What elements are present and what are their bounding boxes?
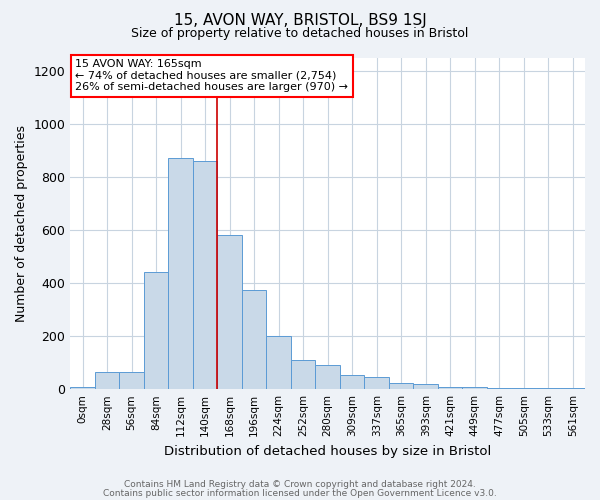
Text: Size of property relative to detached houses in Bristol: Size of property relative to detached ho…	[131, 28, 469, 40]
Y-axis label: Number of detached properties: Number of detached properties	[15, 125, 28, 322]
Bar	[144, 272, 169, 389]
X-axis label: Distribution of detached houses by size in Bristol: Distribution of detached houses by size …	[164, 444, 491, 458]
Bar	[291, 360, 316, 389]
Bar	[70, 386, 95, 389]
Text: Contains public sector information licensed under the Open Government Licence v3: Contains public sector information licen…	[103, 488, 497, 498]
Bar	[266, 336, 291, 389]
Bar	[316, 366, 340, 389]
Bar	[560, 388, 585, 389]
Bar	[389, 382, 413, 389]
Bar	[193, 161, 217, 389]
Bar	[95, 372, 119, 389]
Bar	[536, 388, 560, 389]
Bar	[511, 388, 536, 389]
Bar	[438, 386, 463, 389]
Bar	[413, 384, 438, 389]
Bar	[217, 236, 242, 389]
Bar	[463, 387, 487, 389]
Text: Contains HM Land Registry data © Crown copyright and database right 2024.: Contains HM Land Registry data © Crown c…	[124, 480, 476, 489]
Bar	[364, 377, 389, 389]
Text: 15 AVON WAY: 165sqm
← 74% of detached houses are smaller (2,754)
26% of semi-det: 15 AVON WAY: 165sqm ← 74% of detached ho…	[76, 59, 349, 92]
Bar	[119, 372, 144, 389]
Bar	[242, 290, 266, 389]
Text: 15, AVON WAY, BRISTOL, BS9 1SJ: 15, AVON WAY, BRISTOL, BS9 1SJ	[173, 12, 427, 28]
Bar	[340, 374, 364, 389]
Bar	[169, 158, 193, 389]
Bar	[487, 388, 511, 389]
